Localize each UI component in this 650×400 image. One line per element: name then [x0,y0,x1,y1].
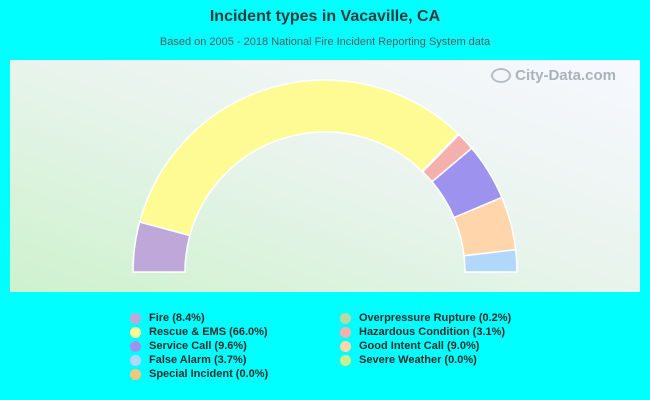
slice-rescue-ems[interactable] [138,79,460,237]
watermark-text: City-Data.com [515,67,616,84]
legend-swatch [340,354,351,366]
legend-swatch [130,312,141,324]
watermark: City-Data.com [491,67,616,84]
chart-subtitle: Based on 2005 - 2018 National Fire Incid… [159,36,491,48]
half-donut-chart [132,79,518,273]
legend-swatch [340,340,351,352]
legend-label: Good Intent Call (9.0%) [359,340,480,352]
legend-item: Fire (8.4%) [130,311,340,325]
legend-label: Fire (8.4%) [149,312,205,324]
chart-title: Incident types in Vacaville, CA [209,8,441,25]
legend-item: Rescue & EMS (66.0%) [130,325,340,339]
legend-swatch [130,340,141,352]
legend-item: False Alarm (3.7%) [130,353,340,367]
legend-swatch [340,312,351,324]
plot-area: City-Data.com [10,60,640,292]
legend-swatch [130,354,141,366]
legend-label: Hazardous Condition (3.1%) [359,326,506,338]
legend-label: Rescue & EMS (66.0%) [149,326,268,338]
legend-item: Service Call (9.6%) [130,339,340,353]
chart-legend: Fire (8.4%) Rescue & EMS (66.0%) Service C… [130,311,570,381]
legend-item: Severe Weather (0.0%) [340,353,560,367]
legend-item: Special Incident (0.0%) [130,367,340,381]
legend-label: Special Incident (0.0%) [149,368,269,380]
legend-label: False Alarm (3.7%) [149,354,247,366]
legend-item: Overpressure Rupture (0.2%) [340,311,560,325]
legend-swatch [340,326,351,338]
legend-label: Overpressure Rupture (0.2%) [359,312,512,324]
legend-swatch [130,368,141,380]
legend-label: Service Call (9.6%) [149,340,247,352]
legend-item: Good Intent Call (9.0%) [340,339,560,353]
city-data-logo-icon [491,68,512,83]
legend-item: Hazardous Condition (3.1%) [340,325,560,339]
legend-swatch [130,326,141,338]
legend-label: Severe Weather (0.0%) [359,354,477,366]
slice-false-alarm[interactable] [463,248,518,273]
